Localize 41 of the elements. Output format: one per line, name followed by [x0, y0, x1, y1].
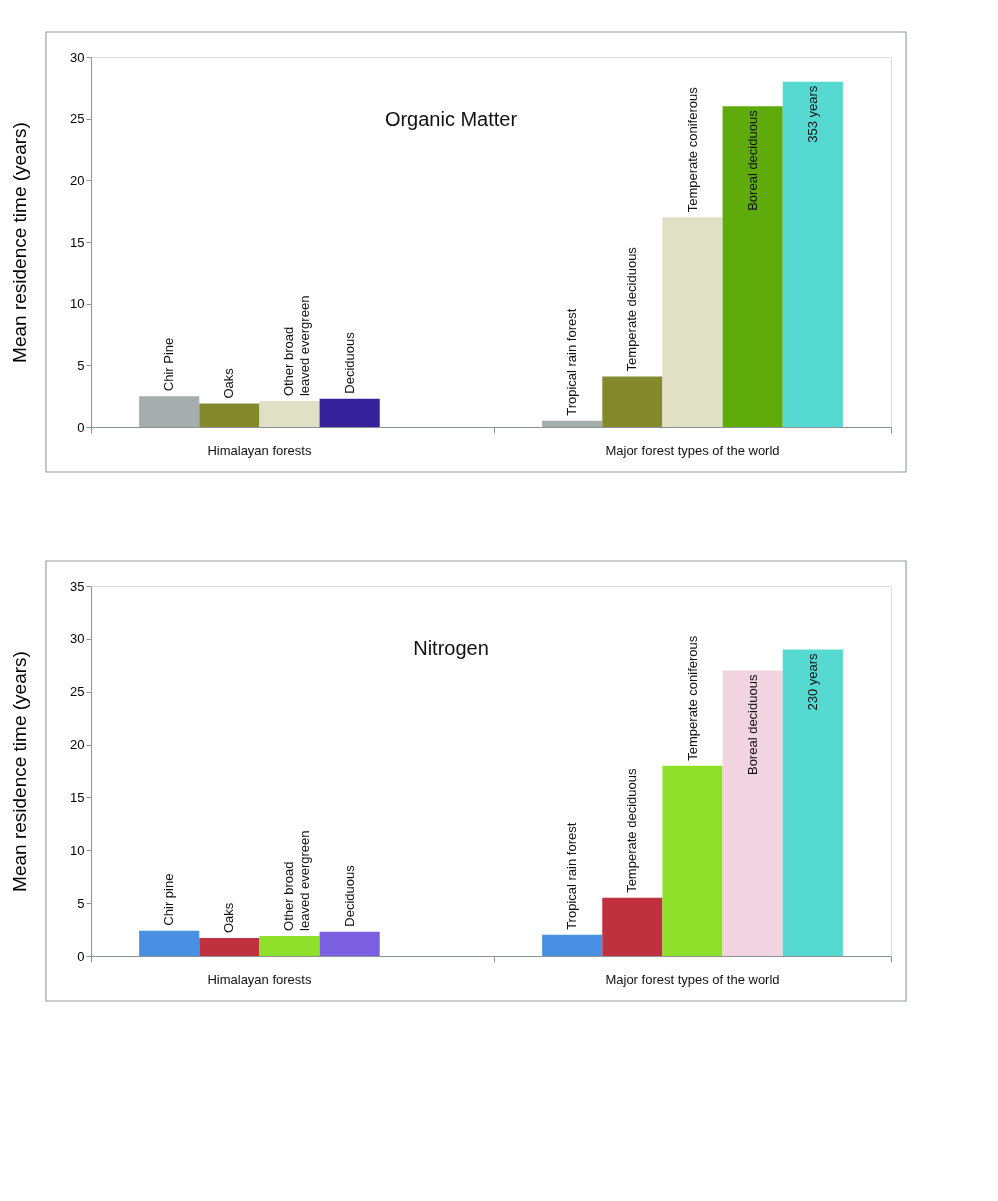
x-tick-label: Tropical rain forest [564, 308, 580, 416]
y-tick-label: 10 [70, 842, 85, 858]
y-tick-label: 10 [70, 296, 85, 312]
y-axis-title: Mean residence time (years) [9, 651, 31, 892]
text: Himalayan forests [207, 972, 312, 987]
annotation: 230 years [804, 652, 820, 711]
x-tick-label: Deciduous [341, 864, 357, 927]
x-tick-label: Oaks [221, 902, 237, 934]
y-tick-label: 0 [77, 419, 85, 435]
y-tick-label: 30 [70, 49, 85, 65]
x-tick-label: Temperate coniferous [684, 86, 700, 213]
y-tick-label: 5 [77, 357, 85, 373]
y-tick-label: 0 [77, 948, 85, 964]
x-tick-label: Tropical rain forest [564, 822, 580, 930]
x-tick-label: Deciduous [341, 331, 357, 394]
x-tick-label: Chir Pine [161, 337, 177, 392]
y-tick-label: 15 [70, 789, 85, 805]
text: Major forest types of the world [605, 443, 780, 458]
x-tick-label: Temperate deciduous [624, 246, 640, 372]
y-tick-label: 20 [70, 172, 85, 188]
x-tick-label: Temperate coniferous [684, 635, 700, 761]
x-tick-label: Boreal deciduous [744, 109, 760, 211]
y-tick-label: 30 [70, 631, 85, 647]
y-tick-label: 35 [70, 578, 85, 594]
annotation: 353 years [804, 85, 820, 143]
y-tick-label: 15 [70, 234, 85, 250]
y-tick-label: 25 [70, 111, 85, 127]
x-tick-label: Other broad leaved evergreen [281, 295, 313, 397]
x-tick-label: Oaks [221, 367, 237, 399]
x-tick-label: Chir pine [161, 873, 177, 926]
text: Nitrogen [413, 636, 489, 659]
y-tick-label: 20 [70, 737, 85, 753]
x-tick-label: Temperate deciduous [624, 768, 640, 893]
text: Organic Matter [384, 107, 518, 130]
text: Himalayan forests [207, 443, 312, 458]
y-axis-title: Mean residence time (years) [9, 122, 31, 363]
x-tick-label: Other broad leaved evergreen [281, 830, 313, 931]
x-tick-label: Boreal deciduous [744, 674, 760, 776]
text: Major forest types of the world [605, 972, 780, 987]
y-tick-label: 5 [77, 895, 85, 911]
y-tick-label: 25 [70, 684, 85, 700]
